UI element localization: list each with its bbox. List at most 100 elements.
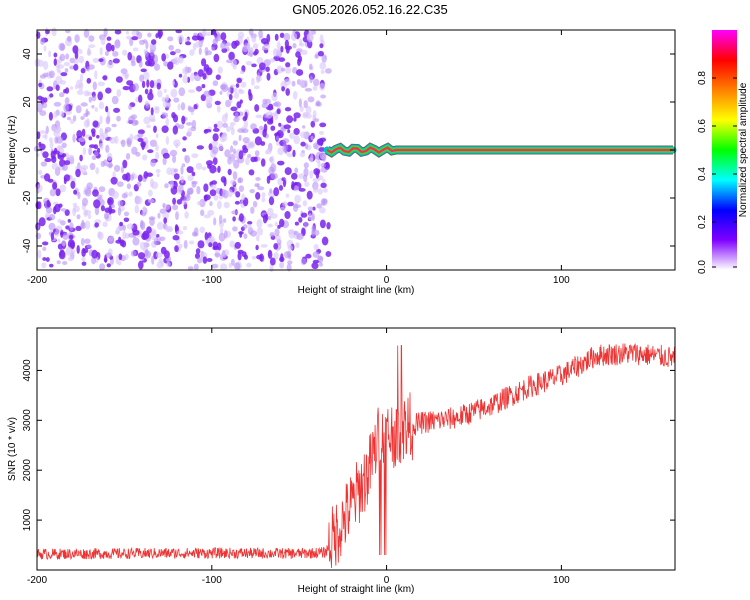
- noise-speck: [189, 49, 195, 56]
- noise-speck: [291, 80, 296, 87]
- noise-speck: [49, 93, 54, 98]
- noise-speck: [81, 128, 86, 137]
- noise-speck: [319, 207, 326, 214]
- noise-speck: [49, 213, 56, 221]
- noise-speck: [283, 124, 291, 130]
- noise-speck: [197, 69, 204, 77]
- noise-speck: [137, 252, 146, 260]
- noise-speck: [177, 243, 183, 249]
- noise-speck: [209, 164, 217, 174]
- noise-speck: [209, 201, 213, 207]
- noise-speck: [98, 101, 105, 110]
- noise-speck: [312, 185, 319, 193]
- noise-speck: [188, 89, 196, 93]
- noise-speck: [165, 224, 169, 231]
- noise-speck: [39, 110, 47, 116]
- noise-speck: [111, 95, 119, 105]
- noise-speck: [53, 58, 57, 66]
- noise-speck: [42, 246, 47, 251]
- noise-speck: [274, 101, 282, 108]
- noise-speck: [233, 159, 240, 169]
- noise-speck: [220, 32, 227, 41]
- noise-speck: [201, 166, 207, 171]
- noise-speck: [195, 41, 201, 48]
- noise-speck: [77, 191, 81, 200]
- noise-speck: [172, 197, 177, 205]
- noise-speck: [286, 250, 292, 258]
- noise-speck: [321, 54, 327, 63]
- noise-speck: [209, 189, 217, 197]
- noise-speck: [230, 106, 238, 112]
- noise-speck: [161, 53, 167, 62]
- noise-speck: [183, 239, 188, 249]
- x-tick-label: -100: [202, 575, 222, 586]
- noise-speck: [94, 206, 100, 216]
- noise-speck: [303, 167, 309, 177]
- noise-speck: [83, 209, 89, 217]
- noise-speck: [286, 153, 295, 158]
- noise-speck: [114, 29, 122, 35]
- noise-speck: [293, 135, 301, 145]
- noise-speck: [86, 118, 90, 127]
- noise-speck: [163, 88, 167, 93]
- noise-speck: [255, 75, 262, 82]
- noise-speck: [48, 111, 54, 121]
- noise-speck: [254, 136, 262, 146]
- noise-speck: [46, 86, 54, 92]
- noise-speck: [60, 220, 66, 226]
- colorbar-ticks: 0.0 0.2 0.4 0.6 0.8: [697, 71, 737, 274]
- noise-speck: [104, 207, 111, 213]
- noise-speck: [142, 71, 150, 81]
- noise-speck: [164, 183, 169, 189]
- x-tick-label: 0: [384, 275, 390, 286]
- noise-speck: [93, 199, 101, 209]
- noise-speck: [284, 167, 292, 176]
- noise-speck: [195, 162, 203, 170]
- noise-speck: [42, 151, 49, 159]
- noise-speck: [178, 73, 183, 78]
- noise-speck: [177, 34, 184, 44]
- noise-speck: [69, 175, 74, 182]
- noise-speck: [240, 81, 247, 88]
- noise-speck: [136, 31, 143, 39]
- noise-speck: [323, 187, 328, 193]
- noise-speck: [39, 130, 47, 134]
- spectrogram-noise: [33, 27, 332, 273]
- noise-speck: [155, 252, 163, 259]
- noise-speck: [201, 84, 206, 89]
- noise-speck: [300, 258, 307, 266]
- noise-speck: [116, 181, 124, 188]
- noise-speck: [134, 120, 139, 126]
- figure-title: GN05.2026.052.16.22.C35: [292, 2, 447, 17]
- noise-speck: [299, 152, 306, 158]
- noise-speck: [275, 234, 281, 242]
- noise-speck: [170, 88, 178, 98]
- noise-speck: [316, 138, 324, 146]
- noise-speck: [293, 117, 297, 122]
- noise-speck: [237, 251, 242, 261]
- noise-speck: [265, 111, 273, 119]
- noise-speck: [100, 160, 106, 168]
- noise-speck: [144, 88, 149, 95]
- noise-speck: [320, 182, 327, 189]
- noise-speck: [182, 74, 189, 84]
- noise-speck: [106, 263, 112, 268]
- noise-speck: [310, 135, 314, 140]
- noise-speck: [213, 217, 217, 226]
- noise-speck: [102, 221, 108, 227]
- noise-speck: [111, 123, 117, 128]
- noise-speck: [294, 221, 299, 226]
- noise-speck: [115, 76, 123, 83]
- noise-speck: [233, 87, 238, 93]
- noise-speck: [142, 154, 148, 161]
- noise-speck: [94, 107, 99, 112]
- noise-speck: [256, 227, 263, 236]
- noise-speck: [285, 45, 290, 54]
- noise-speck: [124, 232, 130, 239]
- noise-speck: [202, 256, 208, 264]
- noise-speck: [100, 36, 106, 46]
- noise-speck: [279, 256, 285, 262]
- noise-speck: [280, 67, 286, 72]
- noise-speck: [205, 94, 213, 103]
